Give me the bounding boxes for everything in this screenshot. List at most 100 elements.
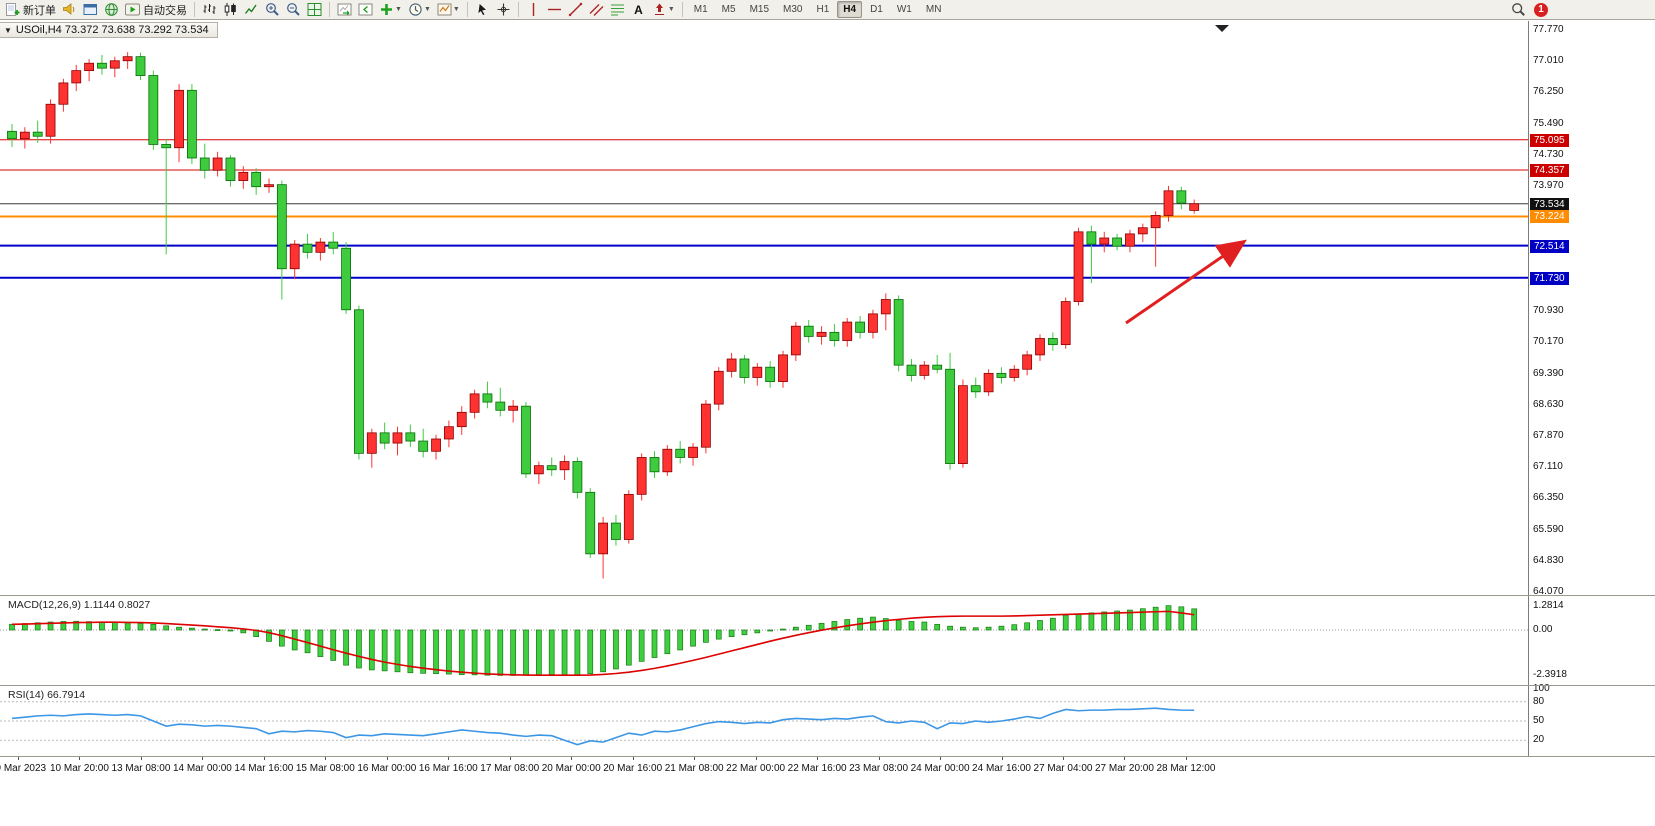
crosshair-tool-button[interactable] [494,1,513,19]
macd-histogram-bar [1088,612,1095,631]
toolbar-separator [517,2,519,17]
timeframe-d1-button[interactable]: D1 [870,4,883,15]
candle-body [636,457,647,495]
timeframe-w1-button[interactable]: W1 [896,4,912,15]
time-label: 10 Mar 20:00 [50,763,109,774]
time-tick [632,757,634,760]
candle-body [212,157,223,171]
toolbar-separator [466,2,468,17]
horizontal-line-tool-button[interactable] [545,1,564,19]
search-icon[interactable] [1511,2,1526,22]
tile-windows-button[interactable] [305,1,324,19]
candle-body [1009,368,1020,378]
candle-body [533,465,544,475]
zoom-in-button[interactable] [263,1,282,19]
vertical-line-tool-button[interactable] [524,1,543,19]
trendline-tool-button[interactable] [566,1,585,19]
chart-shift-button[interactable] [356,1,375,19]
main-chart-panel[interactable]: ▼ USOil,H4 73.372 73.638 73.292 73.534 [0,21,1528,595]
price-label: 64.830 [1533,554,1564,566]
candles-icon [224,3,236,16]
candle-body [199,157,210,171]
new-order-icon [6,3,20,16]
candle-body [932,364,943,370]
template-icon [437,3,452,16]
macd-panel-splitter[interactable] [0,595,1655,596]
candle-body [906,364,917,376]
arrows-icon [654,3,664,15]
periods-button[interactable]: ▼ [406,1,433,19]
globe-icon [105,3,118,16]
text-tool-button[interactable]: A [629,1,648,19]
market-watch-button[interactable] [102,1,121,19]
templates-button[interactable]: ▼ [435,1,462,19]
line-chart-button[interactable] [242,1,261,19]
macd-panel[interactable] [0,596,1528,685]
macd-histogram-bar [137,623,144,631]
macd-chart[interactable] [0,596,1528,685]
timeframe-m15-button[interactable]: M15 [749,4,770,15]
timeframe-m30-button[interactable]: M30 [783,4,803,15]
candle-body [122,56,133,62]
macd-histogram-bar [317,629,324,657]
candlestick-chart-button[interactable] [221,1,240,19]
macd-histogram-bar [1075,613,1082,631]
candle-body [174,89,184,149]
time-tick [448,757,450,760]
zoom-out-button[interactable] [284,1,303,19]
chart-symbol-tab[interactable]: ▼ USOil,H4 73.372 73.638 73.292 73.534 [0,22,218,38]
macd-histogram-bar [1139,608,1146,631]
notification-badge[interactable]: 1 [1534,3,1548,17]
timeframe-m5-button[interactable]: M5 [721,4,736,15]
candle-body [803,325,814,337]
fibonacci-tool-button[interactable] [608,1,627,19]
auto-scroll-button[interactable] [335,1,354,19]
timeframe-mn-button[interactable]: MN [925,4,942,15]
cursor-tool-button[interactable] [473,1,492,19]
macd-histogram-bar [523,629,529,676]
timeframe-h1-button[interactable]: H1 [816,4,830,15]
macd-histogram-bar [728,629,735,638]
sound-alert-button[interactable] [60,1,79,19]
rsi-scale-label: 50 [1533,715,1545,726]
add-indicator-button[interactable]: ▼ [377,1,404,19]
channel-tool-button[interactable] [587,1,606,19]
macd-histogram-bar [124,622,131,631]
bar-chart-icon [203,4,216,14]
macd-histogram-bar [651,629,658,658]
macd-histogram-bar [715,629,722,640]
macd-scale-label: 1.2814 [1533,599,1564,611]
new-order-button[interactable]: 新订单 [3,1,58,19]
macd-histogram-bar [497,629,504,676]
macd-histogram-bar [741,629,748,636]
chart-shift-marker[interactable] [1215,25,1229,32]
auto-trading-button[interactable]: 自动交易 [123,1,189,19]
rsi-panel[interactable] [0,686,1528,756]
trend-arrow-annotation[interactable] [1125,239,1247,325]
candlestick-chart[interactable] [0,21,1528,595]
play-icon [125,3,140,16]
candle-body [611,522,621,540]
rsi-panel-splitter[interactable] [0,685,1655,686]
time-tick [509,757,511,760]
candle-body [328,241,339,249]
candle-body [238,171,249,181]
timeframe-h4-button[interactable]: H4 [837,1,863,18]
candle-body [302,243,313,253]
macd-histogram-bar [176,626,182,631]
macd-histogram-bar [690,629,696,647]
macd-histogram-bar [934,623,941,631]
charts-window-button[interactable] [81,1,100,19]
price-axis[interactable]: 77.770 77.010 76.250 75.490 74.730 73.970 70.9… [1528,21,1655,757]
macd-histogram-bar [73,620,80,631]
macd-histogram-bar [677,629,684,651]
macd-histogram-bar [870,616,876,631]
rsi-chart[interactable] [0,686,1528,756]
zoom-in-icon [266,3,279,16]
bar-chart-button[interactable] [200,1,219,19]
timeframe-m1-button[interactable]: M1 [693,4,708,15]
macd-histogram-bar [1127,609,1133,631]
arrows-tool-button[interactable]: ▼ [650,1,677,19]
macd-histogram-bar [947,625,953,631]
